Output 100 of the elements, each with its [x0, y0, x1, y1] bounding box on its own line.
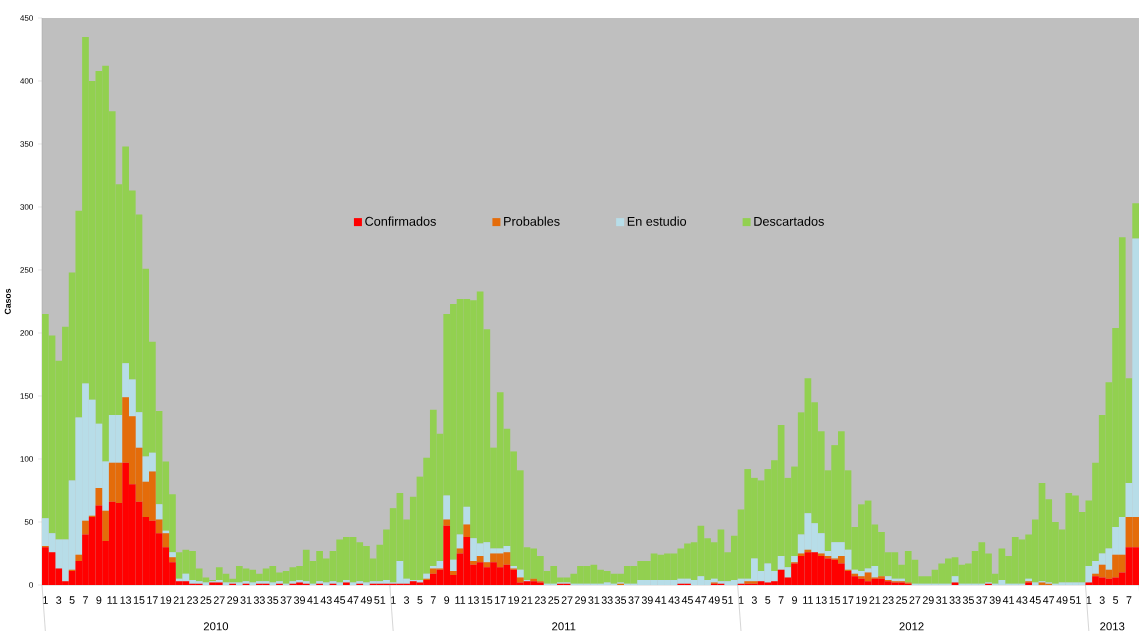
- x-tick-label: 47: [347, 596, 359, 604]
- legend-label: Confirmados: [365, 216, 436, 226]
- legend-label: En estudio: [627, 216, 687, 226]
- y-tick-label: 400: [20, 78, 33, 84]
- legend-label: Probables: [504, 216, 560, 226]
- x-tick-label: 1: [738, 596, 744, 604]
- y-tick-label: 200: [20, 330, 33, 336]
- x-tick-label: 29: [922, 596, 934, 604]
- x-tick-label: 7: [83, 596, 88, 604]
- x-tick-label: 41: [307, 596, 319, 604]
- x-tick-label: 9: [444, 596, 450, 604]
- x-tick-label: 11: [455, 596, 466, 604]
- x-tick-label: 35: [962, 596, 974, 604]
- x-tick-label: 49: [360, 596, 372, 604]
- x-tick-label: 19: [508, 596, 519, 604]
- x-tick-label: 17: [495, 596, 506, 604]
- x-tick-label: 25: [548, 596, 560, 604]
- x-tick-label: 15: [829, 596, 841, 604]
- x-tick-label: 27: [909, 596, 921, 604]
- x-tick-label: 47: [1043, 596, 1055, 604]
- x-tick-label: 3: [56, 596, 62, 604]
- x-tick-label: 45: [333, 596, 346, 604]
- x-tick-label: 5: [69, 596, 75, 604]
- legend-label: Descartados: [754, 216, 824, 226]
- x-tick-label: 45: [1029, 596, 1041, 604]
- x-tick-label: 45: [681, 596, 693, 604]
- text: 2011: [552, 622, 576, 631]
- x-tick-label: 43: [320, 596, 332, 604]
- x-tick-label: 33: [949, 596, 961, 604]
- x-tick-label: 39: [641, 596, 653, 604]
- x-tick-label: 15: [133, 596, 145, 604]
- x-tick-label: 47: [695, 596, 707, 604]
- x-tick-label: 37: [628, 596, 640, 604]
- x-tick-label: 17: [147, 596, 158, 604]
- y-axis-title: Casos: [4, 288, 11, 315]
- x-tick-label: 49: [1056, 596, 1068, 604]
- x-tick-label: 27: [213, 596, 225, 604]
- x-tick-label: 9: [96, 596, 102, 604]
- x-tick-label: 35: [615, 596, 627, 604]
- x-tick-label: 11: [107, 596, 118, 604]
- text: 2013: [1100, 622, 1125, 631]
- x-tick-label: 23: [187, 596, 198, 604]
- x-tick-label: 37: [280, 596, 292, 604]
- x-tick-label: 25: [896, 596, 908, 604]
- x-tick-label: 29: [227, 596, 239, 604]
- x-tick-label: 31: [588, 596, 600, 604]
- x-tick-label: 33: [253, 596, 265, 604]
- x-tick-label: 31: [240, 596, 252, 604]
- x-tick-label: 39: [989, 596, 1001, 604]
- x-tick-label: 5: [765, 596, 771, 604]
- x-tick-label: 19: [856, 596, 867, 604]
- y-tick-label: 0: [29, 582, 33, 588]
- x-tick-label: 3: [403, 596, 410, 604]
- x-tick-label: 7: [778, 596, 784, 604]
- x-tick-label: 51: [722, 596, 734, 604]
- y-tick-label: 150: [20, 393, 33, 399]
- x-tick-label: 3: [751, 596, 757, 604]
- x-tick-label: 1: [43, 596, 48, 604]
- x-tick-label: 1: [1086, 596, 1092, 604]
- x-tick-label: 1: [391, 596, 396, 604]
- x-tick-label: 5: [417, 596, 423, 604]
- y-tick-label: 300: [20, 204, 33, 210]
- text: 2010: [203, 622, 229, 631]
- x-tick-label: 43: [668, 596, 680, 604]
- x-tick-label: 41: [655, 596, 667, 604]
- x-tick-label: 7: [1126, 596, 1132, 604]
- x-tick-label: 51: [374, 596, 386, 604]
- y-tick-label: 450: [20, 15, 33, 21]
- x-tick-label: 37: [976, 596, 988, 604]
- x-tick-label: 17: [842, 596, 854, 604]
- y-tick-label: 250: [20, 267, 33, 273]
- x-tick-label: 27: [561, 596, 573, 604]
- x-tick-label: 21: [521, 596, 533, 604]
- x-tick-label: 23: [534, 596, 546, 604]
- x-tick-label: 15: [481, 596, 493, 604]
- x-tick-label: 9: [792, 596, 797, 604]
- text: 2012: [899, 622, 924, 631]
- x-tick-label: 21: [173, 596, 185, 604]
- x-tick-label: 7: [430, 596, 436, 604]
- y-tick-label: 50: [24, 519, 33, 525]
- x-tick-label: 5: [1113, 596, 1119, 604]
- x-tick-label: 13: [816, 596, 827, 604]
- x-tick-label: 35: [267, 596, 279, 604]
- x-tick-label: 13: [120, 596, 132, 604]
- x-tick-label: 13: [468, 596, 479, 604]
- x-tick-label: 11: [803, 596, 813, 604]
- x-tick-label: 23: [882, 596, 894, 604]
- x-tick-label: 33: [601, 596, 613, 604]
- x-tick-label: 21: [869, 596, 881, 604]
- x-tick-label: 41: [1002, 596, 1014, 604]
- x-tick-label: 49: [708, 596, 720, 604]
- y-tick-label: 100: [20, 456, 33, 462]
- y-tick-label: 350: [20, 141, 33, 147]
- x-tick-label: 19: [160, 596, 172, 604]
- x-tick-label: 39: [294, 596, 305, 604]
- x-tick-label: 31: [936, 596, 948, 604]
- x-tick-label: 3: [1099, 596, 1105, 604]
- x-tick-label: 51: [1069, 596, 1081, 604]
- x-tick-label: 29: [575, 596, 586, 604]
- x-tick-label: 25: [200, 596, 212, 604]
